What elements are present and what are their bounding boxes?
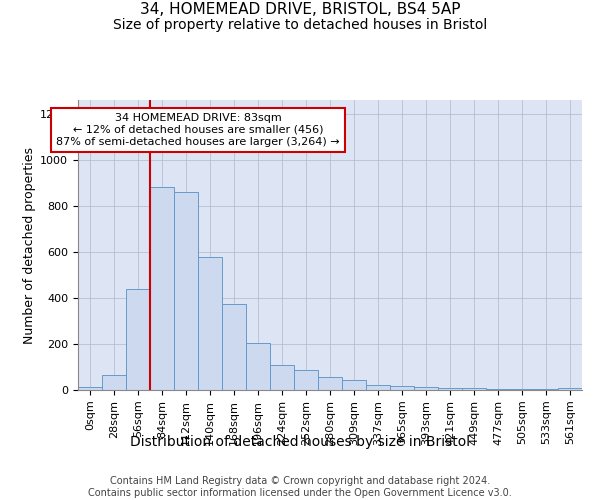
Bar xyxy=(318,378,342,390)
Bar xyxy=(270,364,294,390)
Bar xyxy=(438,388,462,390)
Bar xyxy=(102,375,126,390)
Bar xyxy=(414,386,438,390)
Bar xyxy=(486,389,510,390)
Bar xyxy=(126,288,150,390)
Text: Distribution of detached houses by size in Bristol: Distribution of detached houses by size … xyxy=(130,435,470,449)
Bar xyxy=(246,343,270,390)
Text: Size of property relative to detached houses in Bristol: Size of property relative to detached ho… xyxy=(113,18,487,32)
Y-axis label: Number of detached properties: Number of detached properties xyxy=(23,146,36,344)
Text: 34, HOMEMEAD DRIVE, BRISTOL, BS4 5AP: 34, HOMEMEAD DRIVE, BRISTOL, BS4 5AP xyxy=(140,2,460,18)
Text: 34 HOMEMEAD DRIVE: 83sqm
← 12% of detached houses are smaller (456)
87% of semi-: 34 HOMEMEAD DRIVE: 83sqm ← 12% of detach… xyxy=(56,114,340,146)
Bar xyxy=(462,388,486,390)
Bar xyxy=(558,388,582,390)
Bar xyxy=(534,389,558,390)
Bar xyxy=(78,387,102,390)
Bar xyxy=(342,380,366,390)
Bar xyxy=(366,386,390,390)
Text: Contains HM Land Registry data © Crown copyright and database right 2024.
Contai: Contains HM Land Registry data © Crown c… xyxy=(88,476,512,498)
Bar xyxy=(198,256,222,390)
Bar xyxy=(222,304,246,390)
Bar xyxy=(150,188,174,390)
Bar xyxy=(174,192,198,390)
Bar xyxy=(294,370,318,390)
Bar xyxy=(390,386,414,390)
Bar xyxy=(510,389,534,390)
